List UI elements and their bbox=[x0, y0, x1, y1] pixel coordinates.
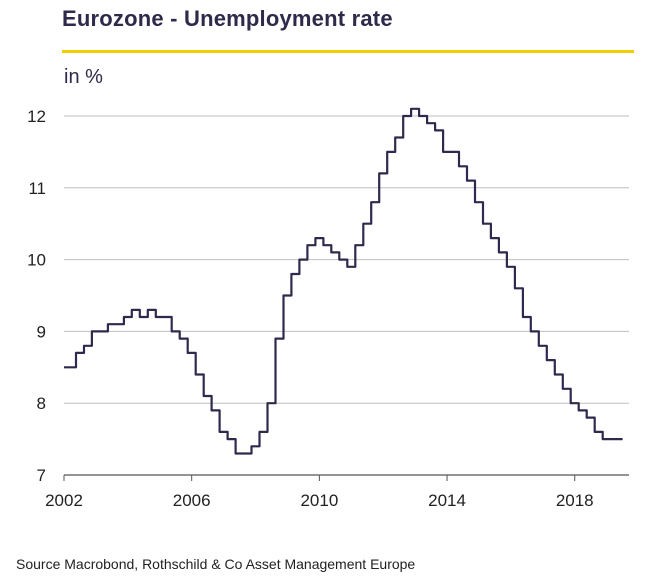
y-axis-unit-label: in % bbox=[64, 66, 103, 88]
y-tick-label: 8 bbox=[37, 394, 46, 413]
y-tick-label: 11 bbox=[28, 179, 46, 198]
x-tick-label: 2014 bbox=[428, 491, 466, 510]
x-tick-label: 2006 bbox=[173, 491, 211, 510]
chart-title: Eurozone - Unemployment rate bbox=[62, 6, 393, 31]
y-tick-label: 10 bbox=[27, 251, 46, 270]
x-tick-label: 2018 bbox=[556, 491, 594, 510]
y-tick-label: 12 bbox=[27, 107, 46, 126]
x-tick-label: 2002 bbox=[45, 491, 83, 510]
source-note: Source Macrobond, Rothschild & Co Asset … bbox=[16, 556, 416, 572]
series-line bbox=[64, 107, 623, 455]
y-tick-label: 7 bbox=[37, 466, 46, 485]
title-rule bbox=[62, 50, 634, 53]
x-tick-label: 2010 bbox=[300, 491, 338, 510]
y-tick-label: 9 bbox=[37, 322, 46, 341]
